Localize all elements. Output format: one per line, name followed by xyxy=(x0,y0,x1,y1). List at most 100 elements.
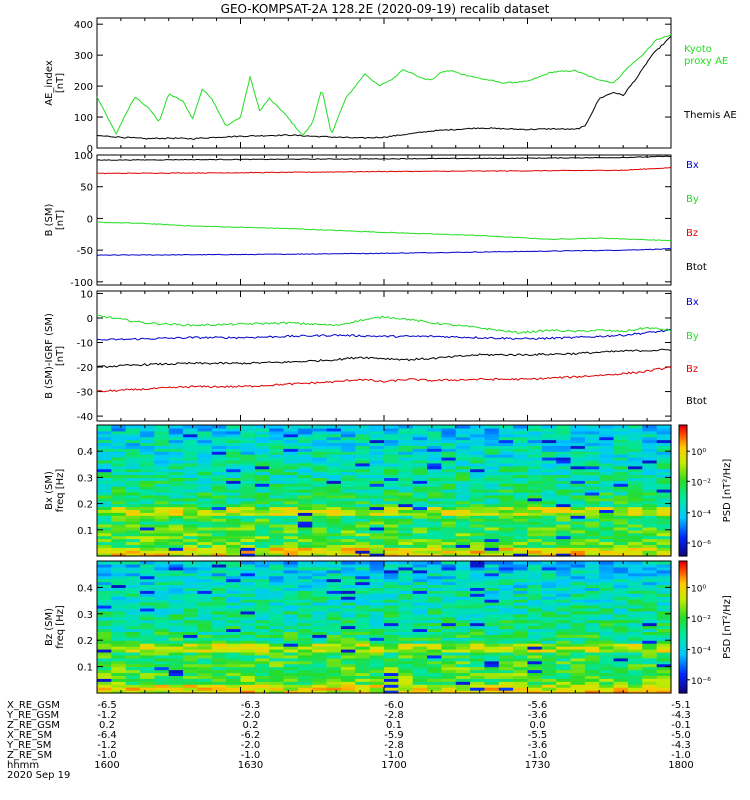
spectrogram-cell xyxy=(240,497,256,502)
spectrogram-cell xyxy=(570,596,586,600)
spectrogram-cell xyxy=(541,634,557,638)
spectrogram-cell xyxy=(283,625,299,630)
spectrogram-cell xyxy=(312,616,328,621)
spectrogram-cell xyxy=(484,436,500,441)
spectrogram-cell xyxy=(398,605,414,609)
spectrogram-cell xyxy=(369,430,385,435)
spectrogram-cell xyxy=(427,518,442,522)
colorbar-segment xyxy=(679,462,687,465)
spectrogram-cell xyxy=(269,605,285,609)
spectrogram-cell xyxy=(427,602,442,606)
spectrogram-cell xyxy=(269,678,285,682)
colorbar-segment xyxy=(679,585,687,588)
spectrogram-cell xyxy=(240,541,256,545)
spectrogram-cell xyxy=(427,654,442,659)
spectrogram-cell xyxy=(556,535,572,540)
spectrogram-cell xyxy=(412,521,428,525)
spectrogram-cell xyxy=(556,553,572,557)
spectrogram-cell xyxy=(340,468,356,473)
spectrogram-cell xyxy=(484,581,500,586)
spectrogram-cell xyxy=(140,681,155,685)
spectrogram-cell xyxy=(484,425,500,429)
spectrogram-cell xyxy=(627,602,643,606)
spectrogram-cell xyxy=(398,678,414,682)
spectrogram-cell xyxy=(183,465,199,470)
spectrogram-cell xyxy=(97,607,112,612)
spectrogram-cell xyxy=(541,465,557,470)
spectrogram-cell xyxy=(355,459,371,464)
spectrogram-cell xyxy=(455,613,471,618)
spectrogram-cell xyxy=(97,616,112,621)
spectrogram-cell xyxy=(599,681,615,685)
spectrogram-cell xyxy=(584,497,600,502)
spectrogram-cell xyxy=(312,660,328,665)
spectrogram-cell xyxy=(384,599,399,603)
spectrogram-cell xyxy=(240,442,256,446)
spectrogram-cell xyxy=(613,610,629,615)
spectrogram-cell xyxy=(484,628,500,632)
spectrogram-cell xyxy=(97,613,112,618)
spectrogram-cell xyxy=(297,646,313,650)
spectrogram-cell xyxy=(168,480,184,484)
spectrogram-cell xyxy=(312,675,328,679)
spectrogram-cell xyxy=(240,457,256,461)
spectrogram-cell xyxy=(398,634,414,638)
spectrogram-cell xyxy=(125,637,141,641)
spectrogram-cell xyxy=(240,613,256,618)
spectrogram-cell xyxy=(140,445,155,449)
colorbar-segment xyxy=(679,442,687,446)
spectrogram-cell xyxy=(570,622,586,627)
colorbar-segment xyxy=(679,429,687,433)
spectrogram-cell xyxy=(125,646,141,650)
spectrogram-cell xyxy=(269,529,285,534)
colorbar-segment xyxy=(679,596,687,599)
spectrogram-cell xyxy=(140,625,155,630)
spectrogram-cell xyxy=(498,599,514,603)
spectrogram-cell xyxy=(642,500,658,505)
ephemeris-value: 1700 xyxy=(381,760,406,771)
spectrogram-cell xyxy=(427,433,442,438)
spectrogram-cell xyxy=(326,575,342,580)
spectrogram-cell xyxy=(527,491,543,496)
spectrogram-cell xyxy=(541,607,557,612)
spectrogram-cell xyxy=(556,634,572,638)
spectrogram-cell xyxy=(556,584,572,588)
spectrogram-cell xyxy=(527,616,543,621)
y-axis-label: Bz (SM) xyxy=(44,608,55,646)
spectrogram-cell xyxy=(527,500,543,505)
spectrogram-cell xyxy=(656,649,672,653)
spectrogram-cell xyxy=(427,425,442,429)
spectrogram-cell xyxy=(297,687,313,691)
spectrogram-cell xyxy=(527,538,543,543)
spectrogram-cell xyxy=(470,436,486,441)
spectrogram-cell xyxy=(125,622,141,627)
spectrogram-cell xyxy=(240,486,256,490)
spectrogram-cell xyxy=(312,430,328,435)
spectrogram-cell xyxy=(541,590,557,594)
spectrogram-cell xyxy=(627,506,643,511)
spectrogram-cell xyxy=(384,602,399,606)
spectrogram-cell xyxy=(111,584,127,588)
spectrogram-cell xyxy=(297,506,313,511)
spectrogram-cell xyxy=(254,480,270,484)
spectrogram-cell xyxy=(125,445,141,449)
spectrogram-cell xyxy=(541,637,557,641)
spectrogram-cell xyxy=(254,616,270,621)
spectrogram-cell xyxy=(541,631,557,635)
spectrogram-cell xyxy=(398,483,414,487)
spectrogram-cell xyxy=(613,660,629,665)
spectrogram-cell xyxy=(97,575,112,580)
spectrogram-cell xyxy=(455,523,471,528)
spectrogram-cell xyxy=(111,550,127,554)
spectrogram-cell xyxy=(627,613,643,618)
spectrogram-cell xyxy=(183,535,199,540)
spectrogram-cell xyxy=(369,660,385,665)
spectrogram-cell xyxy=(470,547,486,551)
spectrogram-cell xyxy=(369,681,385,685)
spectrogram-cell xyxy=(527,625,543,630)
spectrogram-cell xyxy=(584,425,600,429)
spectrogram-cell xyxy=(140,477,155,481)
ephemeris-value: -5.5 xyxy=(528,730,548,741)
spectrogram-cell xyxy=(599,459,615,464)
spectrogram-cell xyxy=(340,494,356,499)
